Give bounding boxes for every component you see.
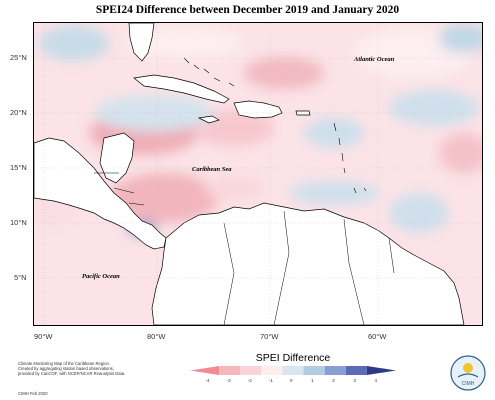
lat-label-10n: 10°N (10, 218, 27, 227)
lon-label-60w: 60°W (368, 332, 387, 341)
lon-label-70w: 70°W (260, 332, 279, 341)
legend-tick-label: 4 (374, 378, 377, 383)
legend-swatch (324, 366, 346, 375)
legend-tick-label: 3 (353, 378, 356, 383)
legend-swatch (261, 366, 283, 375)
logo-text: CIMH (462, 381, 475, 387)
cuba (133, 74, 230, 104)
legend-tick-label: -1 (268, 378, 273, 383)
legend-title: SPEI Difference (255, 352, 331, 364)
legend-swatch (190, 366, 220, 375)
lon-label-90w: 90°W (34, 332, 53, 341)
legend-tick-label: 0 (290, 378, 293, 383)
legend-swatch (240, 366, 262, 375)
legend-tick-label: -2 (247, 378, 252, 383)
legend-swatch (345, 366, 367, 375)
puerto-rico (295, 110, 311, 116)
jamaica (197, 115, 220, 124)
lat-label-5n: 5°N (14, 273, 27, 282)
atlantic-ocean-label: Atlantic Ocean (353, 56, 395, 63)
borders (94, 172, 395, 325)
legend-swatches (190, 366, 396, 375)
legend-tick-label: -3 (226, 378, 231, 383)
map-panel: Atlantic Ocean Caribbean Sea Pacific Oce… (33, 22, 483, 326)
legend-swatch (219, 366, 241, 375)
lat-label-15n: 15°N (10, 163, 27, 172)
legend-tick-label: -4 (205, 378, 210, 383)
lat-label-25n: 25°N (10, 53, 27, 62)
footer-line: provided by CariCOF, with NCEP/NCAR Rean… (18, 371, 126, 376)
legend-swatch (303, 366, 325, 375)
florida (128, 23, 155, 62)
lat-label-20n: 20°N (10, 108, 27, 117)
legend-swatch (282, 366, 304, 375)
small-islands (183, 57, 367, 194)
caribbean-sea-label: Caribbean Sea (192, 166, 232, 173)
map-title: SPEI24 Difference between December 2019 … (95, 4, 400, 16)
lon-label-80w: 80°W (147, 332, 166, 341)
footer-note: Climate Monitoring Map of the Caribbean … (18, 361, 138, 376)
legend-tick-label: 2 (332, 378, 335, 383)
legend-swatch (366, 366, 396, 375)
yucatan (99, 132, 135, 184)
footer-line: Climate Monitoring Map of the Caribbean … (18, 361, 110, 366)
pacific-ocean-label: Pacific Ocean (82, 273, 120, 280)
graticule (34, 23, 482, 325)
cimh-logo: CIMH (450, 355, 486, 391)
map-svg: Atlantic Ocean Caribbean Sea Pacific Oce… (34, 23, 482, 325)
footer-credit: CIMH Feb 2020 (18, 391, 48, 396)
footer-line: Created by aggregating station based obs… (18, 366, 114, 371)
anomaly-patches (34, 23, 482, 235)
legend-tick-label: 1 (311, 378, 314, 383)
